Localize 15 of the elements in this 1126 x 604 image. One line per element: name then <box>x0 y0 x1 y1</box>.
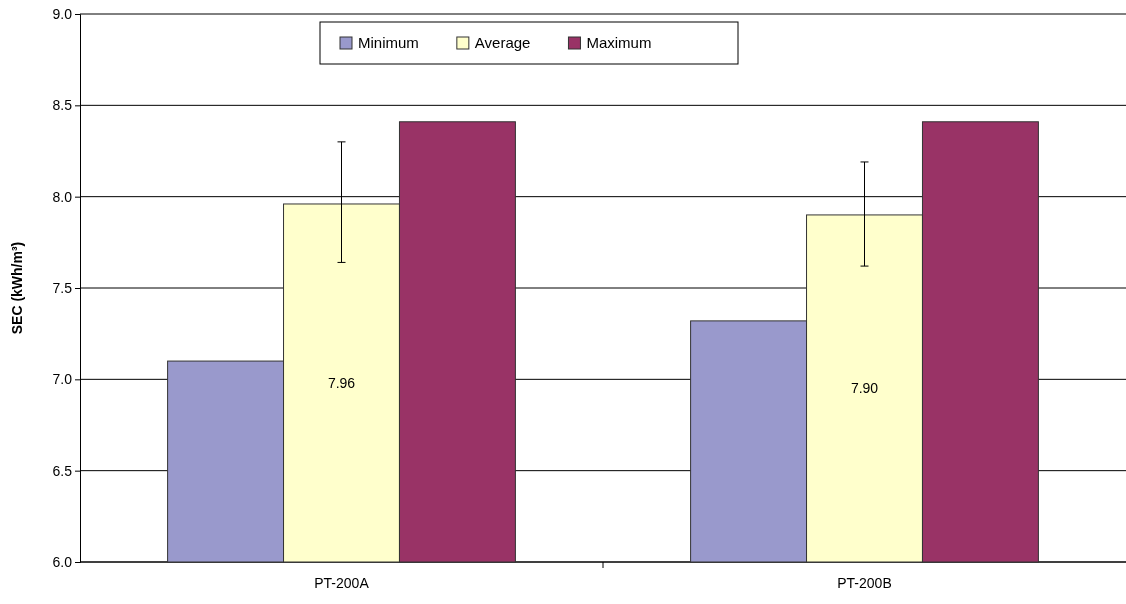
x-tick-label: PT-200A <box>314 575 370 591</box>
y-tick-label: 8.5 <box>52 97 73 114</box>
y-tick-label: 6.5 <box>52 462 73 479</box>
y-tick-label: 6.0 <box>52 553 73 570</box>
x-tick-label: PT-200B <box>837 575 892 591</box>
legend-label: Minimum <box>358 34 419 52</box>
data-label: 7.90 <box>850 380 879 397</box>
y-axis-title: SEC (kWh/m³) <box>9 241 25 335</box>
y-tick-label: 7.0 <box>52 371 73 388</box>
y-tick-label: 7.5 <box>52 279 73 296</box>
data-label: 7.96 <box>327 374 356 391</box>
y-tick-label: 8.0 <box>52 188 73 205</box>
legend-label: Average <box>474 34 531 52</box>
y-tick-label: 9.0 <box>52 5 73 22</box>
legend-label: Maximum <box>586 34 652 52</box>
